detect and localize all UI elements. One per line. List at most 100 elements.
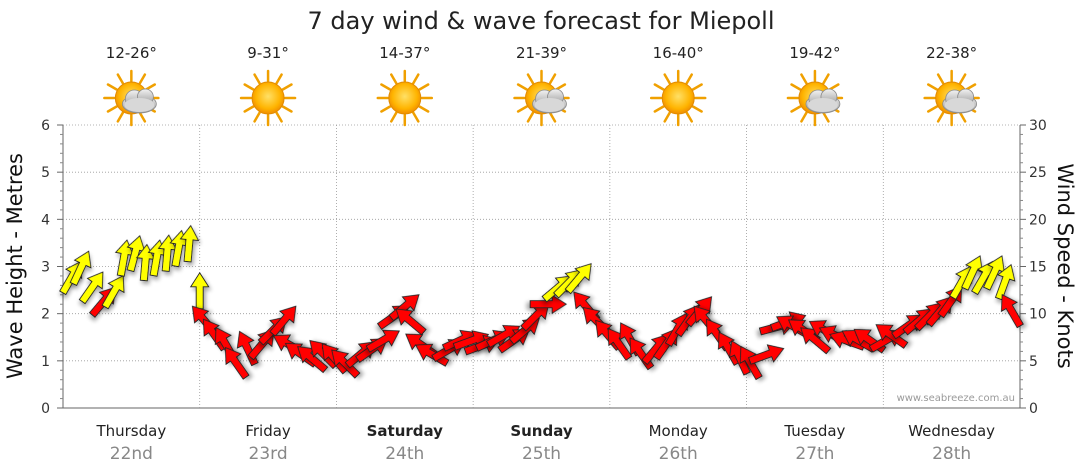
- right-tick-label: 20: [1029, 212, 1047, 228]
- wind-arrow: [179, 224, 200, 263]
- wind-arrow: [388, 294, 420, 322]
- sun-ray: [548, 73, 557, 85]
- wind-arrow: [189, 271, 210, 310]
- temperature-range: 21-39°: [516, 44, 567, 62]
- arrow-shape: [388, 294, 420, 322]
- day-label-sunday: Sunday 25th: [510, 422, 573, 464]
- arrow-shape: [224, 346, 250, 380]
- right-tick-label: 0: [1029, 401, 1038, 417]
- day-label-saturday: Saturday 24th: [367, 422, 444, 464]
- sun-ray: [554, 83, 567, 91]
- sun-ray: [253, 73, 261, 85]
- sun-disc: [388, 81, 422, 115]
- sun-icon: [649, 69, 707, 127]
- sun-ray: [822, 73, 830, 85]
- day-name: Thursday: [95, 422, 166, 440]
- day-name: Wednesday: [908, 422, 995, 440]
- sun-ray: [138, 73, 147, 85]
- arrow-shape: [961, 255, 983, 291]
- left-tick-label: 5: [41, 165, 50, 181]
- sun-ray: [380, 83, 392, 91]
- sun-disc: [661, 81, 695, 115]
- arrow-shape: [78, 271, 104, 305]
- sun-ray: [958, 111, 967, 123]
- wind-arrow: [875, 324, 909, 349]
- day-label-wednesday: Wednesday 28th: [908, 422, 995, 464]
- cloud-shape: [532, 88, 567, 114]
- cloud-shape: [942, 88, 978, 114]
- temperature-range: 22-38°: [926, 44, 977, 62]
- left-tick-label: 6: [41, 118, 50, 134]
- sun-ray: [663, 73, 671, 85]
- sun-rays: [239, 69, 297, 127]
- sun-ray: [653, 105, 665, 113]
- day-date: 23rd: [249, 444, 288, 464]
- day-labels: Thursday 22nd Friday 23rd Saturday 24th Sunday…: [95, 422, 995, 464]
- sun-ray: [800, 73, 808, 85]
- sun-ray: [927, 83, 939, 91]
- sun-ray: [927, 105, 939, 113]
- sun-ray: [412, 111, 420, 123]
- wind-arrow: [69, 250, 92, 286]
- arrow-shape: [189, 271, 210, 310]
- watermark: www.seabreeze.com.au: [897, 393, 1015, 404]
- left-axis-ticks: 0 1 2 3 4 5 6: [41, 118, 63, 417]
- sun-ray: [965, 83, 977, 91]
- wind-arrow: [717, 331, 741, 366]
- arrow-shape: [331, 349, 361, 379]
- sun-ray: [418, 83, 430, 91]
- sun-ray: [516, 105, 529, 113]
- right-tick-label: 25: [1029, 165, 1047, 181]
- sun-ray: [790, 105, 802, 113]
- day-date: 26th: [659, 444, 698, 464]
- wind-arrow: [395, 308, 427, 336]
- sun-ray: [106, 105, 118, 113]
- wind-arrow: [269, 305, 297, 337]
- day-name: Sunday: [510, 422, 573, 440]
- sun-cloud-icon: [786, 69, 844, 127]
- arrow-shape: [179, 224, 200, 263]
- arrow-shape: [1000, 293, 1024, 329]
- day-label-monday: Monday 26th: [649, 422, 708, 464]
- sun-rays: [376, 69, 434, 127]
- day-date: 22nd: [110, 444, 153, 464]
- arrow-shape: [395, 308, 427, 336]
- temperature-range: 19-42°: [789, 44, 840, 62]
- arrow-shape: [717, 331, 741, 366]
- left-tick-label: 2: [41, 307, 50, 323]
- cloud-fill: [534, 98, 565, 112]
- wind-arrow: [365, 329, 400, 353]
- sun-ray: [691, 83, 703, 91]
- sun-cloud-icon: [513, 69, 570, 127]
- day-date: 27th: [795, 444, 834, 464]
- sun-ray: [936, 111, 945, 123]
- sun-ray: [936, 73, 945, 85]
- right-axis-title: Wind Speed - Knots: [1053, 163, 1077, 368]
- day-name: Tuesday: [783, 422, 845, 440]
- sun-ray: [116, 73, 125, 85]
- sun-ray: [822, 111, 830, 123]
- sun-ray: [685, 73, 693, 85]
- sun-ray: [691, 105, 703, 113]
- sun-ray: [958, 73, 967, 85]
- sun-ray: [281, 83, 293, 91]
- day-label-friday: Friday 23rd: [245, 422, 291, 464]
- left-axis-title: Wave Height - Metres: [3, 153, 27, 379]
- sun-ray: [138, 111, 147, 123]
- day-date: 25th: [522, 444, 561, 464]
- wind-arrow: [78, 271, 104, 305]
- arrow-shape: [564, 263, 592, 295]
- temperature-range: 12-26°: [106, 44, 157, 62]
- wind-arrow: [748, 344, 785, 365]
- sun-ray: [526, 111, 535, 123]
- sun-ray: [663, 111, 671, 123]
- right-tick-label: 30: [1029, 118, 1047, 134]
- wind-arrow: [101, 275, 125, 310]
- sun-ray: [275, 73, 283, 85]
- sun-cloud-icon: [103, 69, 160, 127]
- right-tick-label: 10: [1029, 307, 1047, 323]
- daily-weather-row: 12-26° 9-31° 14-37° 21-39° 16-40° 19-42° 22-38…: [103, 44, 980, 127]
- cloud-shape: [805, 88, 841, 114]
- sun-disc: [251, 81, 285, 115]
